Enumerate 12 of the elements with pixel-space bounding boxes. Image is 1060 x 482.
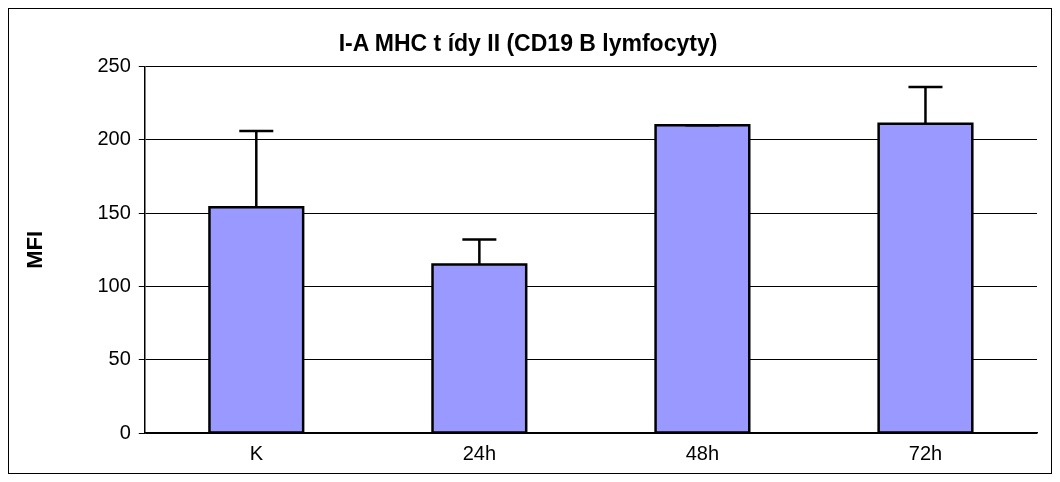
- chart-title: I-A MHC t ídy II (CD19 B lymfocyty): [338, 30, 718, 57]
- y-axis-title: MFI: [22, 230, 48, 269]
- y-tick-label: 100: [97, 273, 131, 296]
- y-tick-label: 0: [119, 420, 131, 443]
- y-tick-label: 150: [97, 200, 131, 223]
- x-tick-label: 48h: [685, 441, 720, 464]
- x-tick-label: 72h: [908, 441, 943, 464]
- y-tick-label: 250: [97, 54, 131, 77]
- x-tick-label: K: [249, 441, 264, 464]
- y-tick-label: 50: [108, 347, 131, 370]
- y-tick-label: 200: [97, 127, 131, 150]
- x-tick-label: 24h: [462, 441, 497, 464]
